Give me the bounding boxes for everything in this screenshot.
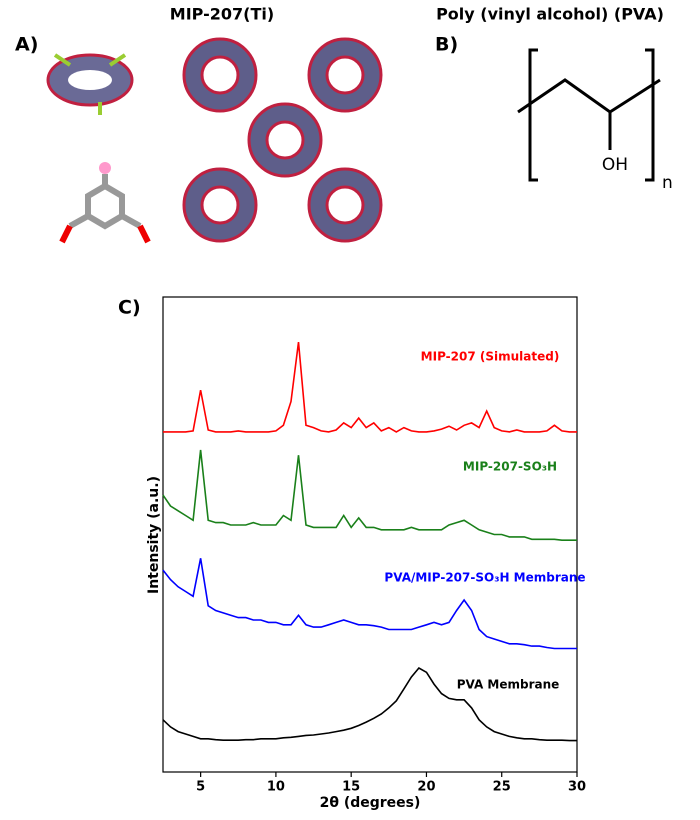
series-label: PVA Membrane [457, 678, 560, 692]
x-tick-label: 25 [493, 780, 511, 795]
x-tick-label: 15 [342, 780, 360, 795]
x-tick-label: 10 [267, 780, 285, 795]
substituent-label: OH [602, 155, 628, 175]
panel-label: C) [118, 297, 141, 319]
series-line [162, 666, 577, 742]
series-line [162, 449, 577, 541]
plot-frame [162, 296, 578, 773]
panel-label: A) [15, 34, 38, 56]
x-tick-label: 5 [196, 780, 205, 795]
panel-label: B) [435, 34, 458, 56]
series-label: MIP-207 (Simulated) [421, 350, 560, 364]
series-label: MIP-207-SO₃H [463, 460, 557, 474]
x-axis-label: 2θ (degrees) [320, 795, 421, 811]
panel-title: Poly (vinyl alcohol) (PVA) [436, 5, 664, 24]
repeat-index: n [662, 173, 673, 193]
mof-framework [182, 37, 383, 243]
mof-cluster [46, 53, 134, 115]
series-line [163, 341, 577, 433]
y-axis-label: Intensity (a.u.) [146, 476, 162, 594]
series-label: PVA/MIP-207-SO₃H Membrane [384, 571, 585, 585]
pva-structure [517, 48, 661, 182]
linker [59, 162, 151, 244]
x-tick-label: 30 [568, 780, 586, 795]
x-tick-label: 20 [417, 780, 435, 795]
panel-title: MIP-207(Ti) [170, 5, 274, 24]
series-line [162, 558, 577, 650]
